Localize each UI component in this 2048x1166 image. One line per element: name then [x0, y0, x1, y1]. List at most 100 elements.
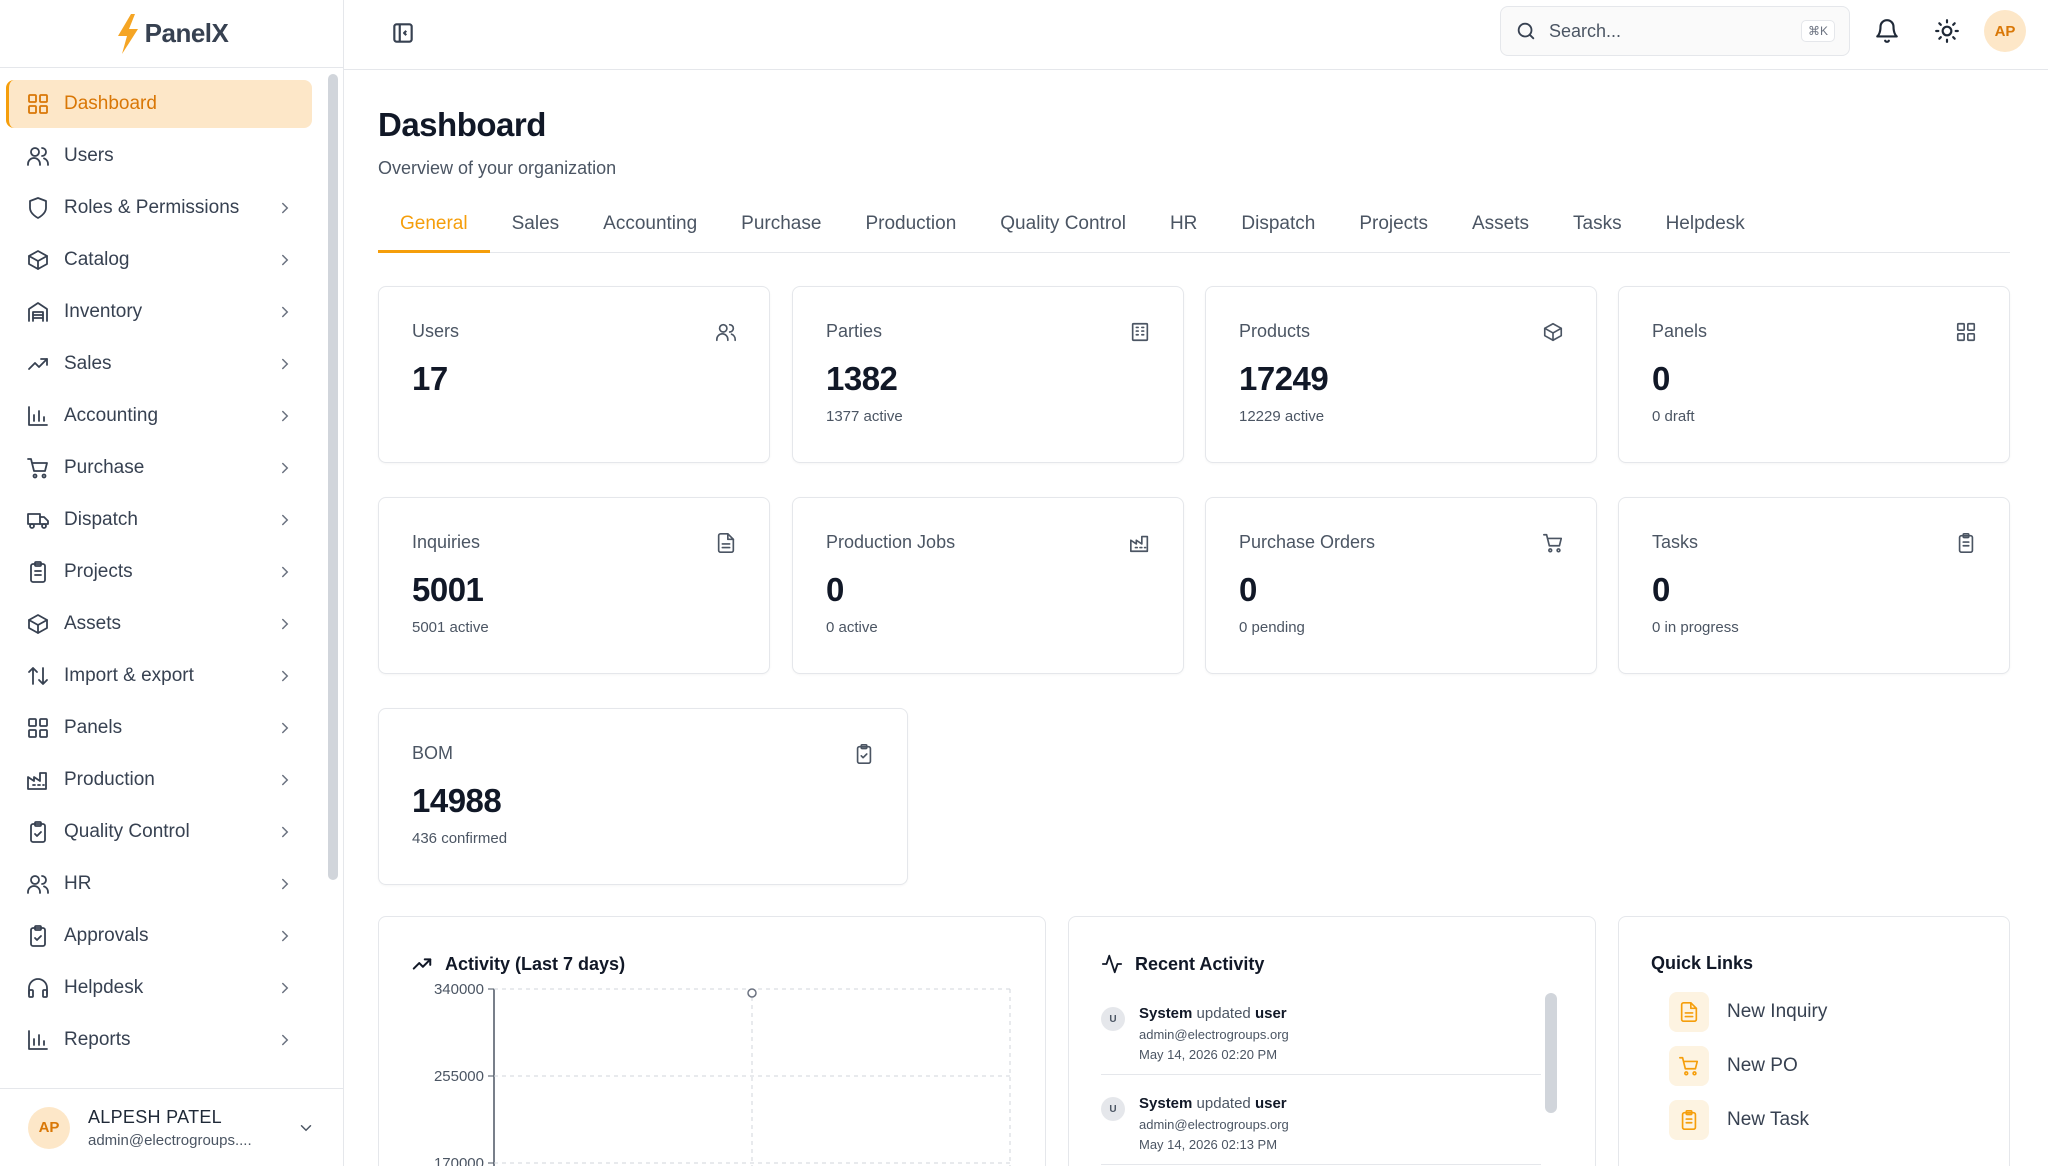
- activity-summary: System updated user: [1139, 1005, 1289, 1022]
- lightning-logo-icon: [117, 13, 138, 54]
- brand-logo[interactable]: PanelX: [0, 0, 343, 68]
- sidebar-item-dispatch[interactable]: Dispatch: [6, 496, 312, 544]
- stat-card-inquiries[interactable]: Inquiries 5001 5001 active: [378, 497, 770, 674]
- sidebar-item-catalog[interactable]: Catalog: [6, 236, 312, 284]
- dashboard-grid-icon: [28, 94, 48, 114]
- activity-item[interactable]: U System updated user admin@electrogroups.…: [1101, 1085, 1541, 1165]
- sidebar-item-assets[interactable]: Assets: [6, 600, 312, 648]
- sidebar-item-label: Assets: [64, 613, 122, 634]
- search-bar[interactable]: ⌘K: [1500, 6, 1850, 56]
- stat-card-title: Products: [1239, 321, 1311, 341]
- tab-projects[interactable]: Projects: [1359, 213, 1428, 234]
- sun-icon: [1935, 19, 1959, 43]
- activity-actor: System: [1139, 1095, 1193, 1112]
- profile-avatar-button[interactable]: AP: [1984, 10, 2026, 52]
- sidebar-item-panels[interactable]: Panels: [6, 704, 312, 752]
- search-shortcut-badge: ⌘K: [1800, 20, 1835, 42]
- search-input[interactable]: [1549, 20, 1801, 42]
- recent-activity-panel: Recent Activity U System updated user admi…: [1068, 916, 1596, 1166]
- sidebar-item-users[interactable]: Users: [6, 132, 312, 180]
- sidebar-item-label: Helpdesk: [64, 977, 144, 998]
- stat-card-title: BOM: [412, 743, 454, 763]
- stat-card-bom[interactable]: BOM 14988 436 confirmed: [378, 708, 908, 885]
- sidebar-item-sales[interactable]: Sales: [6, 340, 312, 388]
- sidebar-item-roles-permissions[interactable]: Roles & Permissions: [6, 184, 312, 232]
- dashboard-grid-icon: [28, 718, 48, 738]
- quick-link-new-task[interactable]: New Task: [1669, 1093, 1827, 1147]
- tab-hr[interactable]: HR: [1169, 213, 1198, 234]
- chevron-right-icon: [282, 982, 289, 994]
- quick-link-new-po[interactable]: New PO: [1669, 1039, 1827, 1093]
- shield-icon: [29, 197, 47, 219]
- bell-icon: [1876, 19, 1898, 43]
- stat-card-value: 17: [412, 360, 448, 397]
- quick-link-new-inquiry[interactable]: New Inquiry: [1669, 985, 1827, 1039]
- tab-accounting[interactable]: Accounting: [603, 213, 698, 234]
- stat-card-production-jobs[interactable]: Production Jobs 0 0 active: [792, 497, 1184, 674]
- tab-sales[interactable]: Sales: [511, 213, 560, 234]
- activity-target: user: [1254, 1005, 1287, 1022]
- activity-actor: System: [1139, 1005, 1193, 1022]
- sidebar-toggle-button[interactable]: [390, 20, 416, 46]
- chevron-right-icon: [282, 306, 289, 318]
- package-icon: [1543, 322, 1563, 342]
- sidebar-item-inventory[interactable]: Inventory: [6, 288, 312, 336]
- sidebar-item-reports[interactable]: Reports: [6, 1016, 312, 1064]
- tab-dispatch[interactable]: Dispatch: [1241, 213, 1316, 234]
- clipboard-icon: [30, 561, 46, 583]
- tab-production[interactable]: Production: [865, 213, 957, 234]
- activity-scrollbar[interactable]: [1545, 993, 1557, 1113]
- activity-summary: System updated user: [1139, 1095, 1289, 1112]
- sidebar-item-hr[interactable]: HR: [6, 860, 312, 908]
- activity-item[interactable]: U System updated user admin@electrogroups.…: [1101, 995, 1541, 1075]
- stat-card-title: Inquiries: [412, 532, 481, 552]
- sidebar-item-label: Approvals: [64, 925, 149, 946]
- stat-card-tasks[interactable]: Tasks 0 0 in progress: [1618, 497, 2010, 674]
- activity-icon: [1101, 954, 1123, 974]
- stat-card-purchase-orders[interactable]: Purchase Orders 0 0 pending: [1205, 497, 1597, 674]
- stat-card-subtext: 0 draft: [1652, 408, 1695, 425]
- activity-time: May 14, 2026 02:20 PM: [1139, 1047, 1278, 1062]
- chevron-right-icon: [282, 358, 289, 370]
- stat-card-products[interactable]: Products 17249 12229 active: [1205, 286, 1597, 463]
- sidebar-item-dashboard[interactable]: Dashboard: [6, 80, 312, 128]
- sidebar-item-production[interactable]: Production: [6, 756, 312, 804]
- stat-card-panels[interactable]: Panels 0 0 draft: [1618, 286, 2010, 463]
- sidebar-item-label: Dashboard: [64, 93, 157, 114]
- arrow-up-down-icon: [28, 667, 48, 685]
- stat-card-users[interactable]: Users 17: [378, 286, 770, 463]
- chevron-right-icon: [282, 930, 289, 942]
- sidebar-item-label: Sales: [64, 353, 112, 374]
- trending-up-icon: [28, 358, 48, 370]
- tab-tasks[interactable]: Tasks: [1573, 213, 1622, 234]
- chevron-right-icon: [282, 566, 289, 578]
- sidebar-scrollbar[interactable]: [328, 74, 338, 880]
- building-icon: [1131, 322, 1149, 342]
- stat-card-parties[interactable]: Parties 1382 1377 active: [792, 286, 1184, 463]
- clipboard-icon: [1681, 1110, 1697, 1130]
- tab-assets[interactable]: Assets: [1471, 213, 1529, 234]
- sidebar-item-purchase[interactable]: Purchase: [6, 444, 312, 492]
- user-menu[interactable]: AP ALPESH PATEL admin@electrogroups....: [0, 1088, 343, 1166]
- tab-helpdesk[interactable]: Helpdesk: [1665, 213, 1745, 234]
- sidebar-item-helpdesk[interactable]: Helpdesk: [6, 964, 312, 1012]
- tab-purchase[interactable]: Purchase: [741, 213, 822, 234]
- sidebar-item-quality-control[interactable]: Quality Control: [6, 808, 312, 856]
- activity-target: user: [1254, 1095, 1287, 1112]
- tab-quality-control[interactable]: Quality Control: [1000, 213, 1126, 234]
- chevron-right-icon: [282, 254, 289, 266]
- tab-general[interactable]: General: [378, 207, 490, 253]
- sidebar-item-approvals[interactable]: Approvals: [6, 912, 312, 960]
- theme-toggle-button[interactable]: [1934, 18, 1960, 44]
- cart-icon: [27, 458, 48, 479]
- notifications-button[interactable]: [1874, 18, 1900, 44]
- sidebar-item-accounting[interactable]: Accounting: [6, 392, 312, 440]
- sidebar-item-projects[interactable]: Projects: [6, 548, 312, 596]
- quick-link-label: New Task: [1727, 1109, 1810, 1130]
- activity-chart-title: Activity (Last 7 days): [445, 953, 626, 974]
- clipboard-check-icon: [30, 821, 46, 843]
- sidebar-item-import-export[interactable]: Import & export: [6, 652, 312, 700]
- sidebar-item-label: Accounting: [64, 405, 159, 426]
- sidebar-item-label: HR: [64, 873, 92, 894]
- user-name: ALPESH PATEL: [88, 1106, 222, 1127]
